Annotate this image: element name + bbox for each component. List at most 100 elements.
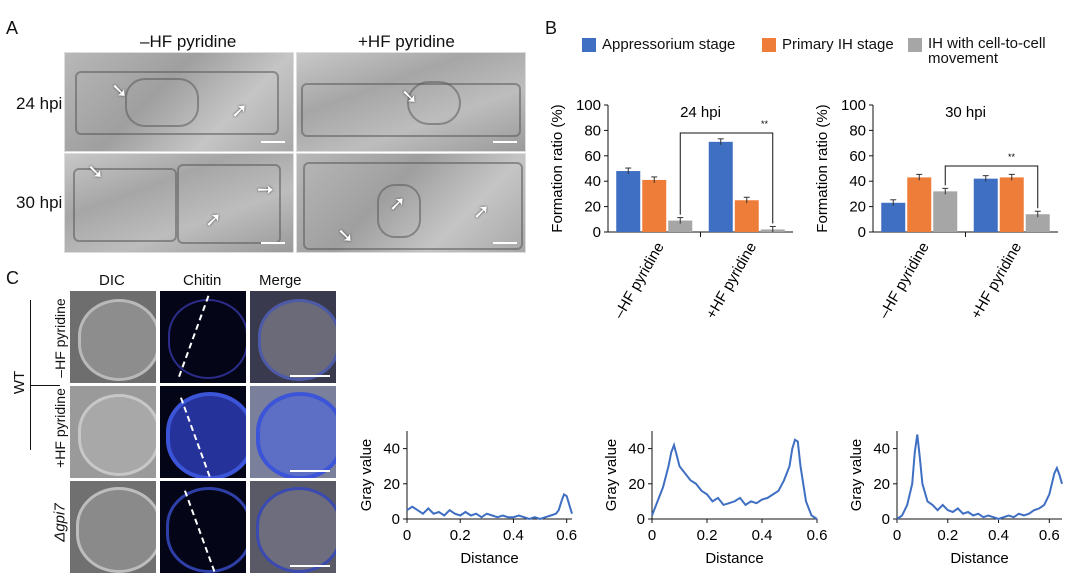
y-axis-label: Formation ratio (%) — [814, 104, 831, 232]
bar — [668, 220, 693, 232]
panel-c-col-title-merge: Merge — [259, 272, 302, 289]
legend-label-ih-movement: IH with cell-to-cell movement — [928, 35, 1046, 67]
x-tick-label: 0.2 — [937, 527, 958, 544]
profile-chart-minus-hf: 0 20 40 0 0.2 0.4 0.6 Distance Gray value — [358, 431, 577, 567]
profile-line — [896, 434, 1063, 521]
bar — [1025, 214, 1050, 232]
bar-chart-30hpi: 0 20 40 60 80 100 Formation ratio (%) 30 hpi –HF… — [814, 97, 1058, 323]
legend-label-primary-ih: Primary IH stage — [782, 36, 894, 53]
x-tick-label: 0.6 — [807, 527, 828, 544]
y-tick-label: 20 — [628, 476, 645, 493]
dic-image-minus-hf — [70, 291, 156, 383]
y-axis-label: Gray value — [848, 439, 865, 512]
y-tick-label: 100 — [841, 97, 866, 114]
y-tick-label: 0 — [858, 224, 866, 241]
micrograph-plus-24hpi: ➘ — [296, 52, 526, 152]
y-tick-label: 100 — [576, 97, 601, 114]
y-tick-label: 60 — [849, 148, 866, 165]
y-axis-label: Formation ratio (%) — [549, 104, 566, 232]
dic-image-gpi7 — [70, 481, 156, 573]
panel-c-col-title-dic: DIC — [99, 272, 125, 289]
x-axis-label: Distance — [705, 550, 763, 567]
legend-swatch-ih-movement — [908, 38, 922, 52]
x-axis-label: Distance — [950, 550, 1008, 567]
profile-line — [651, 438, 818, 520]
bar — [734, 200, 759, 232]
x-tick-label: 0.4 — [752, 527, 773, 544]
chart-title: 30 hpi — [945, 104, 986, 121]
bar-chart-24hpi: 0 20 40 60 80 100 Formation ratio (%) 24 hpi –HF… — [549, 97, 793, 323]
legend-label-appressorium: Appressorium stage — [602, 36, 736, 53]
y-tick-label: 40 — [628, 441, 645, 458]
arrow-icon: ➘ — [337, 225, 354, 247]
y-tick-label: 20 — [873, 476, 890, 493]
scale-bar — [290, 565, 330, 567]
wt-bracket — [30, 300, 31, 450]
scale-bar — [493, 242, 517, 244]
x-tick-label: 0 — [893, 527, 901, 544]
significance-label: ** — [761, 119, 769, 129]
y-tick-label: 0 — [882, 511, 890, 528]
y-tick-label: 0 — [392, 511, 400, 528]
x-tick-label: 0 — [648, 527, 656, 544]
x-tick-label: +HF pyridine — [703, 240, 760, 323]
y-tick-label: 40 — [584, 173, 601, 190]
significance-bracket — [679, 132, 774, 224]
y-tick-label: 20 — [383, 476, 400, 493]
micrograph-plus-30hpi: ➚ ➚ ➘ — [296, 153, 526, 253]
arrow-icon: ➘ — [111, 80, 128, 102]
y-tick-label: 20 — [584, 199, 601, 216]
chitin-image-minus-hf — [160, 291, 246, 383]
bar — [881, 202, 906, 232]
y-tick-label: 80 — [584, 122, 601, 139]
merge-image-plus-hf — [250, 386, 336, 478]
y-axis-label: Gray value — [358, 439, 375, 512]
panel-a-col-title-1: –HF pyridine — [140, 32, 237, 51]
x-tick-label: 0.6 — [556, 527, 577, 544]
arrow-icon: ➚ — [389, 193, 406, 215]
chart-title: 24 hpi — [680, 104, 721, 121]
scale-bar — [261, 141, 285, 143]
panel-a-row-label-1: 24 hpi — [16, 94, 63, 113]
y-tick-label: 0 — [593, 224, 601, 241]
profile-chart-plus-hf: 0 20 40 0 0.2 0.4 0.6 Distance Gray value — [603, 431, 828, 567]
x-axis-label: Distance — [460, 550, 518, 567]
scale-bar — [261, 242, 285, 244]
micrograph-minus-30hpi: ➘ ➙ ➚ — [64, 153, 294, 253]
arrow-icon: ➚ — [231, 100, 248, 122]
y-tick-label: 80 — [849, 122, 866, 139]
panel-b-letter: B — [545, 18, 558, 38]
x-tick-label: –HF pyridine — [875, 240, 932, 322]
micrograph-minus-24hpi: ➘ ➚ — [64, 52, 294, 152]
arrow-icon: ➘ — [87, 161, 104, 183]
arrow-icon: ➚ — [473, 201, 490, 223]
scale-bar — [290, 470, 330, 472]
arrow-icon: ➘ — [401, 86, 418, 108]
arrow-icon: ➚ — [205, 209, 222, 231]
x-tick-label: +HF pyridine — [968, 240, 1025, 323]
bar — [642, 179, 667, 232]
y-tick-label: 40 — [873, 441, 890, 458]
panel-c-col-title-chitin: Chitin — [183, 272, 222, 289]
bar — [907, 177, 932, 232]
chitin-image-plus-hf — [160, 386, 246, 478]
panel-a-row-label-2: 30 hpi — [16, 193, 63, 212]
arrow-icon: ➙ — [257, 179, 274, 201]
significance-label: ** — [1008, 152, 1016, 162]
bar — [999, 177, 1024, 232]
y-tick-label: 0 — [637, 511, 645, 528]
y-tick-label: 40 — [383, 441, 400, 458]
x-tick-label: 0.2 — [697, 527, 718, 544]
bar — [708, 141, 733, 232]
merge-image-gpi7 — [250, 481, 336, 573]
panel-a-col-title-2: +HF pyridine — [358, 32, 455, 51]
y-tick-label: 60 — [584, 148, 601, 165]
x-tick-label: 0.4 — [988, 527, 1009, 544]
scale-bar — [290, 375, 330, 377]
panel-a-letter: A — [6, 18, 19, 38]
legend-swatch-primary-ih — [762, 38, 776, 52]
x-tick-label: 0.6 — [1039, 527, 1060, 544]
dic-image-plus-hf — [70, 386, 156, 478]
x-tick-label: 0.2 — [450, 527, 471, 544]
row-divider — [30, 385, 60, 386]
